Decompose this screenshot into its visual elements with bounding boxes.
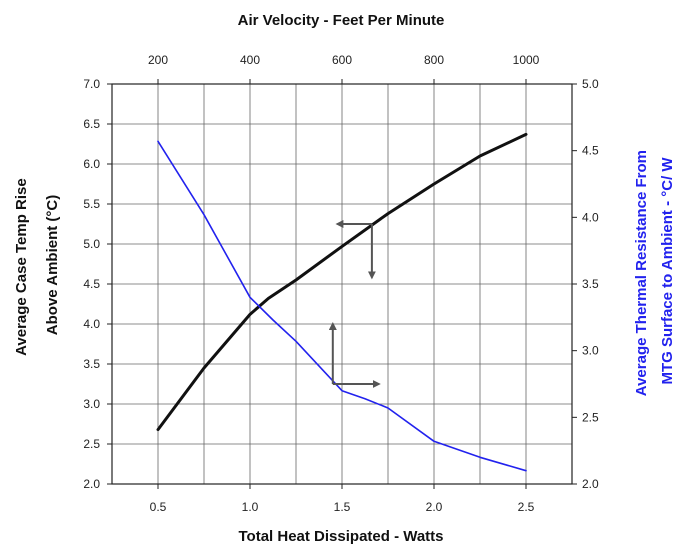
x-bottom-tick-label: 2.0 — [426, 500, 443, 514]
y-left-tick-label: 3.0 — [83, 397, 100, 411]
y-left-tick-label: 6.5 — [83, 117, 100, 131]
y-left-tick-label: 5.0 — [83, 237, 100, 251]
x-bottom-tick-label: 1.0 — [242, 500, 259, 514]
y-right-title-line-2: MTG Surface to Ambient - °C/ W — [659, 157, 676, 385]
y-right-tick-label: 2.5 — [582, 410, 599, 424]
y-left-tick-label: 6.0 — [83, 157, 100, 171]
y-left-tick-label: 3.5 — [83, 357, 100, 371]
series-line-thermal-resistance — [157, 140, 527, 472]
y-left-tick-label: 4.5 — [83, 277, 100, 291]
grid-lines — [112, 84, 572, 484]
y-left-title-line-2: Above Ambient (°C) — [44, 195, 61, 335]
y-left-tick-label: 4.0 — [83, 317, 100, 331]
series-line-temp-rise — [156, 132, 528, 432]
y-left-tick-label: 7.0 — [83, 77, 100, 91]
x-top-tick-label: 200 — [148, 53, 168, 67]
y-right-title-line-1: Average Thermal Resistance From — [633, 150, 650, 396]
y-left-tick-labels: 2.0 2.5 3.0 3.5 4.0 4.5 5.0 5.5 6.0 6.5 7.0 — [83, 77, 100, 491]
y-right-tick-label: 4.0 — [582, 210, 599, 224]
x-top-tick-labels: 200 400 600 800 1000 — [148, 53, 540, 67]
y-left-title-line-1: Average Case Temp Rise — [13, 178, 30, 356]
y-right-tick-label: 3.0 — [582, 344, 599, 358]
y-left-tick-label: 2.5 — [83, 437, 100, 451]
x-bottom-tick-label: 2.5 — [518, 500, 535, 514]
chart-title: Air Velocity - Feet Per Minute — [238, 12, 445, 29]
x-bottom-tick-label: 0.5 — [150, 500, 167, 514]
x-top-tick-label: 800 — [424, 53, 444, 67]
x-axis-title: Total Heat Dissipated - Watts — [238, 528, 443, 545]
y-right-tick-label: 4.5 — [582, 144, 599, 158]
y-right-tick-label: 2.0 — [582, 477, 599, 491]
series-lines — [156, 132, 528, 472]
y-right-axis-title: Average Thermal Resistance From MTG Surf… — [633, 146, 676, 396]
x-top-tick-label: 600 — [332, 53, 352, 67]
arrow-annotations — [328, 220, 381, 388]
y-left-tick-label: 2.0 — [83, 477, 100, 491]
axis-ticks — [107, 79, 577, 489]
x-top-tick-label: 1000 — [513, 53, 540, 67]
x-bottom-tick-labels: 0.5 1.0 1.5 2.0 2.5 — [150, 500, 535, 514]
x-bottom-tick-label: 1.5 — [334, 500, 351, 514]
y-right-tick-labels: 2.0 2.5 3.0 3.5 4.0 4.5 5.0 — [582, 77, 599, 491]
y-left-tick-label: 5.5 — [83, 197, 100, 211]
y-right-tick-label: 5.0 — [582, 77, 599, 91]
x-top-tick-label: 400 — [240, 53, 260, 67]
y-right-tick-label: 3.5 — [582, 277, 599, 291]
y-left-axis-title: Average Case Temp Rise Above Ambient (°C… — [13, 174, 61, 356]
